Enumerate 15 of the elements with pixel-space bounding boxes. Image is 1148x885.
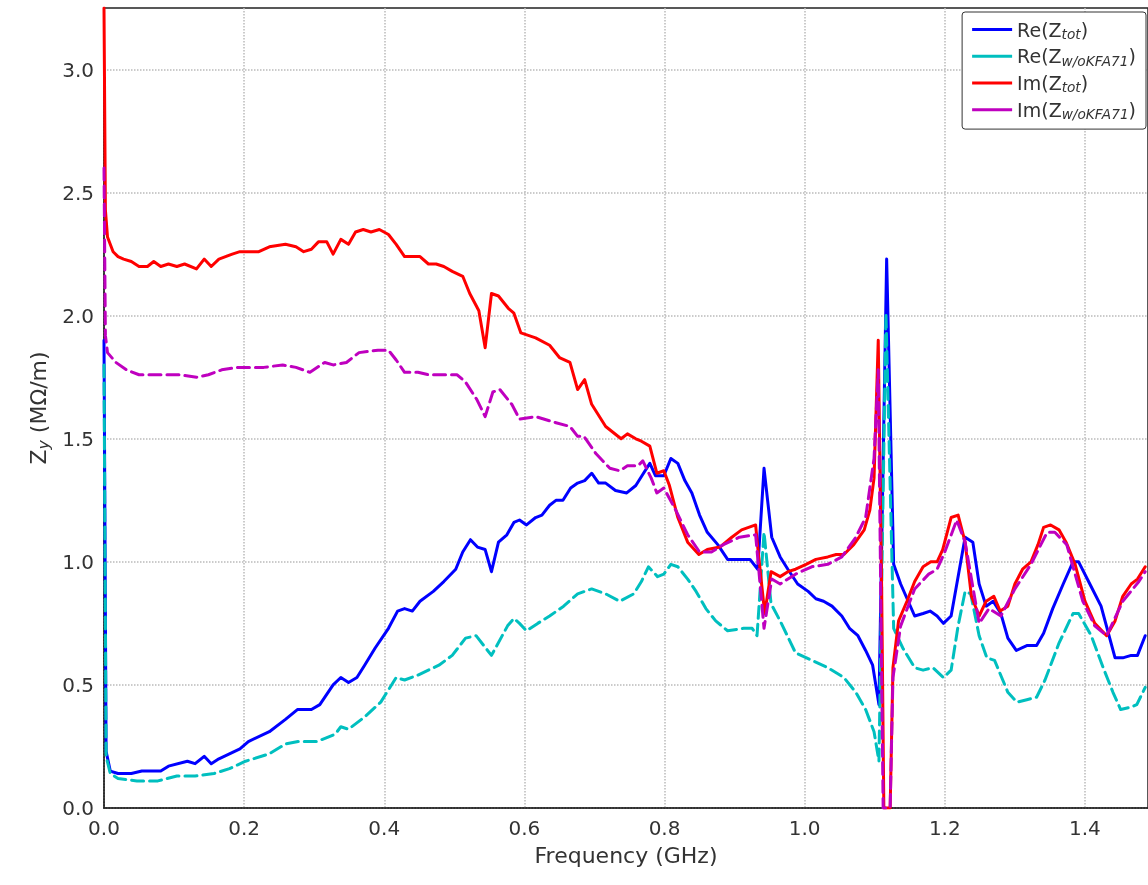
y-tick-label: 1.5: [62, 426, 94, 451]
y-tick-label: 2.0: [62, 303, 94, 328]
x-tick-label: 0.8: [648, 816, 681, 840]
x-tick-label: 1.2: [928, 816, 961, 840]
y-axis-title: Zy (MΩ/m): [25, 351, 53, 465]
y-tick-label: 3.0: [62, 57, 94, 82]
y-tick-label: 0.5: [62, 672, 94, 697]
x-tick-label: 0.4: [368, 816, 401, 840]
x-tick-label: 1.0: [788, 816, 821, 840]
x-tick-label: 0.6: [508, 816, 541, 840]
x-tick-label: 0.2: [228, 816, 261, 840]
x-tick-label: 1.4: [1069, 816, 1101, 840]
x-axis-title: Frequency (GHz): [534, 842, 718, 868]
y-tick-label: 1.0: [62, 549, 94, 574]
y-tick-label: 2.5: [62, 180, 94, 205]
